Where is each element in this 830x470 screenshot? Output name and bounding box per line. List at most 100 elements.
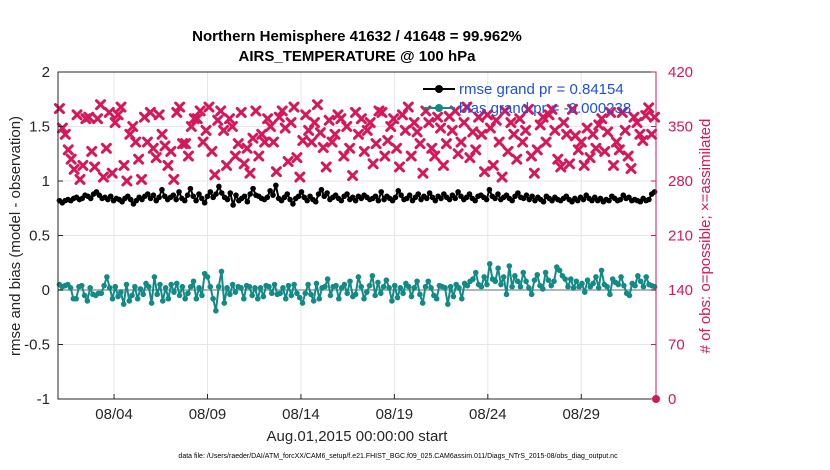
- bias-point: [377, 290, 384, 297]
- bias-point: [67, 285, 74, 291]
- bias-point: [327, 292, 334, 299]
- obs-assimilated-marker: [452, 148, 464, 160]
- bias-point: [595, 285, 602, 291]
- rmse-point: [250, 185, 256, 192]
- obs-assimilated-marker: [127, 121, 139, 132]
- bias-point: [503, 291, 510, 298]
- obs-assimilated-marker: [112, 109, 124, 121]
- bias-point: [458, 295, 465, 302]
- obs-assimilated-marker: [97, 171, 109, 183]
- bias-point: [607, 291, 613, 298]
- x-axis-tick-label: 08/29: [562, 406, 600, 423]
- obs-assimilated-marker: [435, 122, 447, 134]
- obs-assimilated-marker: [379, 150, 391, 162]
- rmse-point: [338, 197, 345, 204]
- bias-point: [419, 300, 426, 306]
- bias-point: [481, 274, 487, 280]
- obs-assimilated-marker: [226, 121, 238, 132]
- obs-assimilated-marker: [265, 121, 277, 132]
- rmse-point: [284, 191, 291, 197]
- obs-assimilated-marker: [221, 159, 233, 171]
- obs-assimilated-marker: [414, 138, 426, 150]
- rmse-point: [492, 195, 498, 202]
- right-axis-label: # of obs: o=possible; ×=assimilated: [697, 119, 714, 354]
- rmse-point: [247, 191, 254, 197]
- obs-assimilated-marker: [487, 159, 499, 171]
- bias-point: [333, 282, 339, 289]
- bias-point: [500, 274, 507, 280]
- rmse-point: [241, 193, 248, 200]
- rmse-point: [216, 183, 222, 190]
- obs-assimilated-marker: [109, 117, 121, 129]
- obs-assimilated-marker: [637, 135, 649, 147]
- obs-assimilated-marker: [564, 158, 576, 170]
- obs-assimilated-marker: [631, 117, 643, 129]
- rmse-point: [233, 192, 239, 198]
- bias-point: [187, 283, 194, 290]
- obs-assimilated-marker: [306, 136, 318, 148]
- obs-assimilated-marker: [417, 167, 429, 179]
- bias-point: [498, 281, 504, 288]
- bias-point: [618, 274, 624, 280]
- obs-assimilated-marker: [376, 106, 388, 118]
- obs-assimilated-marker: [473, 111, 485, 123]
- rmse-point: [244, 198, 251, 205]
- rmse-point: [156, 194, 162, 201]
- bias-point: [562, 276, 568, 282]
- obs-assimilated-marker: [259, 136, 271, 148]
- rmse-point: [398, 192, 404, 198]
- obs-assimilated-marker: [646, 128, 658, 140]
- obs-assimilated-marker: [253, 150, 265, 162]
- bias-point: [363, 289, 370, 295]
- obs-assimilated-marker: [476, 128, 488, 140]
- obs-assimilated-marker: [619, 124, 631, 136]
- obs-assimilated-marker: [481, 109, 493, 121]
- x-axis-tick-labels: 08/04 08/09 08/14 08/19 08/24 08/29: [95, 406, 600, 423]
- obs-assimilated-marker: [326, 136, 338, 148]
- rmse-point: [224, 196, 231, 203]
- obs-assimilated-marker: [168, 173, 180, 185]
- bias-point: [162, 285, 169, 291]
- bias-point: [621, 282, 627, 289]
- obs-assimilated-marker: [121, 175, 133, 187]
- bias-point: [394, 294, 401, 301]
- rmse-point: [486, 186, 493, 193]
- obs-assimilated-marker: [405, 150, 417, 162]
- bias-point: [193, 295, 200, 302]
- rmse-point: [204, 193, 211, 200]
- obs-assimilated-marker: [493, 136, 505, 148]
- bias-point: [447, 283, 454, 290]
- bias-point: [81, 292, 88, 299]
- rmse-point: [606, 197, 612, 204]
- bias-point: [344, 290, 351, 297]
- bias-point: [492, 278, 499, 285]
- bias-point: [590, 280, 596, 287]
- obs-assimilated-marker: [285, 117, 297, 129]
- bias-point: [305, 281, 311, 288]
- rmse-point: [617, 196, 624, 203]
- bias-point: [207, 283, 214, 290]
- rmse-point: [324, 190, 330, 196]
- obs-assimilated-marker: [528, 167, 540, 179]
- legend-bias-marker: [435, 104, 443, 112]
- bias-point: [366, 282, 373, 289]
- rmse-point: [352, 197, 359, 204]
- obs-assimilated-marker: [610, 136, 622, 148]
- bias-point: [551, 278, 557, 285]
- bias-point: [456, 285, 462, 291]
- rmse-point: [312, 198, 319, 205]
- x-axis-tick-label: 08/14: [282, 406, 320, 423]
- bias-point: [291, 281, 297, 288]
- bias-point: [526, 285, 532, 291]
- rmse-point: [540, 198, 547, 205]
- left-axis-tick-labels: -1 -0.5 0 0.5 1 1.5 2: [24, 64, 50, 408]
- bias-point: [112, 283, 119, 290]
- obs-assimilated-marker: [599, 145, 611, 157]
- bias-point: [299, 300, 306, 306]
- bias-point: [171, 289, 177, 295]
- bias-point: [637, 278, 644, 285]
- rmse-point: [495, 191, 501, 197]
- obs-assimilated-marker: [458, 117, 470, 129]
- obs-assimilated-marker: [364, 117, 376, 129]
- bias-point: [322, 283, 328, 290]
